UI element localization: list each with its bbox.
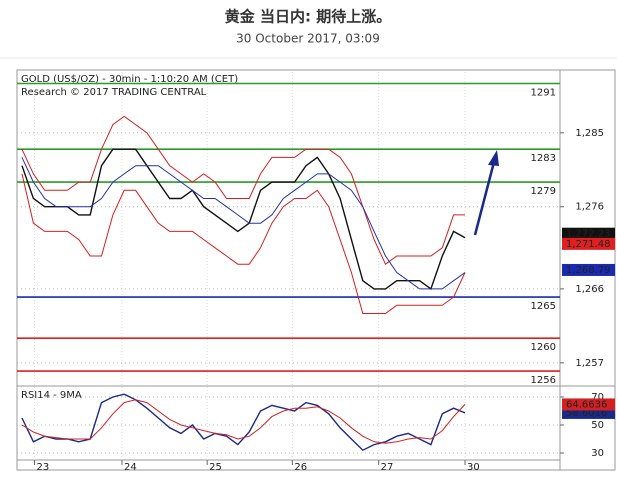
rsi-title: RSI14 - 9MA — [21, 390, 82, 401]
chart-subtitle: Research © 2017 TRADING CENTRAL — [21, 87, 207, 98]
price-tag-label: 1,268.79 — [566, 265, 611, 276]
series-line — [21, 393, 466, 452]
series-line — [21, 148, 466, 291]
arrow-head — [488, 150, 499, 166]
y-tick-label: 1,257 — [575, 358, 604, 369]
level-label: 1265 — [531, 301, 556, 312]
y-tick-label: 50 — [591, 420, 604, 431]
rsi-tag — [562, 398, 615, 411]
level-label: 1291 — [531, 88, 556, 99]
series-line — [21, 173, 466, 314]
x-tick-label: 24 — [124, 462, 137, 473]
y-tick-label: 30 — [591, 448, 604, 459]
price-tag — [562, 237, 615, 250]
y-tick-label: 1,285 — [575, 128, 604, 139]
rsi-tag-label: 64.6636 — [566, 399, 607, 410]
y-tick-label: 1,276 — [575, 202, 604, 213]
header-bg — [0, 0, 617, 60]
x-tick-label: 23 — [36, 462, 49, 473]
page-title: 黄金 当日内: 期待上涨。 — [225, 8, 391, 26]
x-tick-label: 27 — [381, 462, 394, 473]
page-subtitle: 30 October 2017, 03:09 — [236, 32, 380, 46]
series-line — [21, 399, 466, 444]
x-tick-label: 25 — [209, 462, 222, 473]
panel — [16, 69, 616, 471]
series-line — [21, 115, 465, 265]
price-tag-label: 1,272.23 — [566, 229, 611, 240]
level-label: 1283 — [531, 153, 556, 164]
series-line — [21, 157, 466, 290]
price-tag-label: 1,271.48 — [566, 239, 611, 250]
x-tick-label: 30 — [467, 462, 480, 473]
y-tick-label: 70 — [591, 392, 604, 403]
price-tag — [562, 263, 615, 276]
chart-title: GOLD (US$/OZ) - 30min - 1:10:20 AM (CET) — [21, 74, 238, 85]
price-tag — [562, 227, 615, 240]
forecast-arrow — [473, 161, 496, 236]
y-tick-label: 1,266 — [575, 284, 604, 295]
level-label: 1256 — [531, 375, 556, 386]
x-tick-label: 26 — [294, 462, 307, 473]
rsi-tag-label: 58.6016 — [566, 408, 607, 419]
level-label: 1279 — [531, 186, 556, 197]
level-label: 1260 — [531, 342, 556, 353]
